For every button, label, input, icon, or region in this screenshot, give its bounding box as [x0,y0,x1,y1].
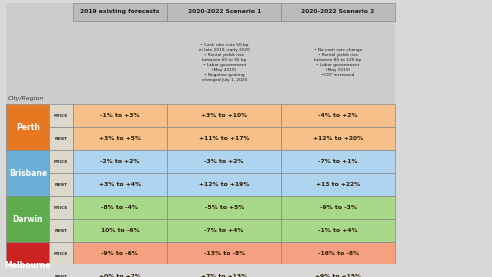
Text: +12% to +20%: +12% to +20% [313,137,363,142]
FancyBboxPatch shape [281,127,395,150]
FancyBboxPatch shape [281,173,395,196]
FancyBboxPatch shape [281,196,395,219]
FancyBboxPatch shape [167,219,281,242]
FancyBboxPatch shape [49,173,72,196]
Text: -9% to -6%: -9% to -6% [101,252,138,257]
Text: 2019 existing forecasts: 2019 existing forecasts [80,9,159,14]
Text: 2020-2022 Scenario 2: 2020-2022 Scenario 2 [302,9,375,14]
FancyBboxPatch shape [281,150,395,173]
FancyBboxPatch shape [281,3,395,20]
Text: -9% to -3%: -9% to -3% [320,206,357,211]
Text: • Cash rate cuts 50 bp
in late 2019, early 2020
• Rental yields rise
between 60 : • Cash rate cuts 50 bp in late 2019, ear… [199,43,249,82]
FancyBboxPatch shape [167,173,281,196]
Text: +9% to +15%: +9% to +15% [315,275,361,277]
FancyBboxPatch shape [281,265,395,277]
FancyBboxPatch shape [72,104,167,127]
FancyBboxPatch shape [72,173,167,196]
Text: +13 to +22%: +13 to +22% [316,183,360,188]
FancyBboxPatch shape [72,219,167,242]
Text: Melbourne: Melbourne [4,261,51,270]
Text: -4% to +2%: -4% to +2% [318,113,358,119]
Text: -3% to +2%: -3% to +2% [205,160,244,165]
Text: PRICE: PRICE [54,160,68,164]
Text: +7% to +13%: +7% to +13% [201,275,247,277]
Text: -2% to +2%: -2% to +2% [100,160,140,165]
FancyBboxPatch shape [281,242,395,265]
FancyBboxPatch shape [72,3,167,20]
FancyBboxPatch shape [49,219,72,242]
Text: +3% to +4%: +3% to +4% [99,183,141,188]
FancyBboxPatch shape [49,265,72,277]
Text: +0% to +2%: +0% to +2% [99,275,141,277]
Text: -8% to -4%: -8% to -4% [101,206,138,211]
FancyBboxPatch shape [167,242,281,265]
FancyBboxPatch shape [167,104,281,127]
Text: -7% to +4%: -7% to +4% [205,229,244,234]
FancyBboxPatch shape [6,150,49,196]
FancyBboxPatch shape [167,150,281,173]
FancyBboxPatch shape [72,196,167,219]
Text: RENT: RENT [54,183,67,187]
FancyBboxPatch shape [49,104,72,127]
Text: -1% to +4%: -1% to +4% [318,229,358,234]
FancyBboxPatch shape [167,127,281,150]
FancyBboxPatch shape [167,265,281,277]
FancyBboxPatch shape [6,3,395,104]
Text: RENT: RENT [54,137,67,141]
FancyBboxPatch shape [72,127,167,150]
Text: PRICE: PRICE [54,252,68,256]
Text: 2020-2022 Scenario 1: 2020-2022 Scenario 1 [187,9,261,14]
FancyBboxPatch shape [49,127,72,150]
FancyBboxPatch shape [281,219,395,242]
FancyBboxPatch shape [281,104,395,127]
FancyBboxPatch shape [49,150,72,173]
Text: -1% to +3%: -1% to +3% [100,113,140,119]
Text: Brisbane: Brisbane [9,169,47,178]
FancyBboxPatch shape [6,104,49,150]
FancyBboxPatch shape [72,242,167,265]
FancyBboxPatch shape [49,242,72,265]
FancyBboxPatch shape [167,3,281,20]
Text: City/Region: City/Region [7,96,44,101]
FancyBboxPatch shape [72,150,167,173]
FancyBboxPatch shape [72,265,167,277]
Text: -5% to +5%: -5% to +5% [205,206,244,211]
Text: 10% to -6%: 10% to -6% [100,229,139,234]
Text: +12% to +19%: +12% to +19% [199,183,249,188]
Text: Perth: Perth [16,123,40,132]
FancyBboxPatch shape [6,242,49,277]
FancyBboxPatch shape [167,196,281,219]
FancyBboxPatch shape [49,196,72,219]
Text: RENT: RENT [54,275,67,277]
FancyBboxPatch shape [6,196,49,242]
Text: +3% to +10%: +3% to +10% [201,113,247,119]
Text: +11% to +17%: +11% to +17% [199,137,249,142]
Text: Darwin: Darwin [13,215,43,224]
Text: +3% to +5%: +3% to +5% [99,137,141,142]
Text: PRICE: PRICE [54,114,68,118]
Text: -13% to -8%: -13% to -8% [204,252,245,257]
Text: PRICE: PRICE [54,206,68,210]
Text: • No cash rate change
• Rental yields rise
between 85 to 120 bp
• Labor governme: • No cash rate change • Rental yields ri… [314,48,362,77]
Text: -7% to +1%: -7% to +1% [318,160,358,165]
Text: RENT: RENT [54,229,67,233]
Text: -16% to -8%: -16% to -8% [317,252,359,257]
